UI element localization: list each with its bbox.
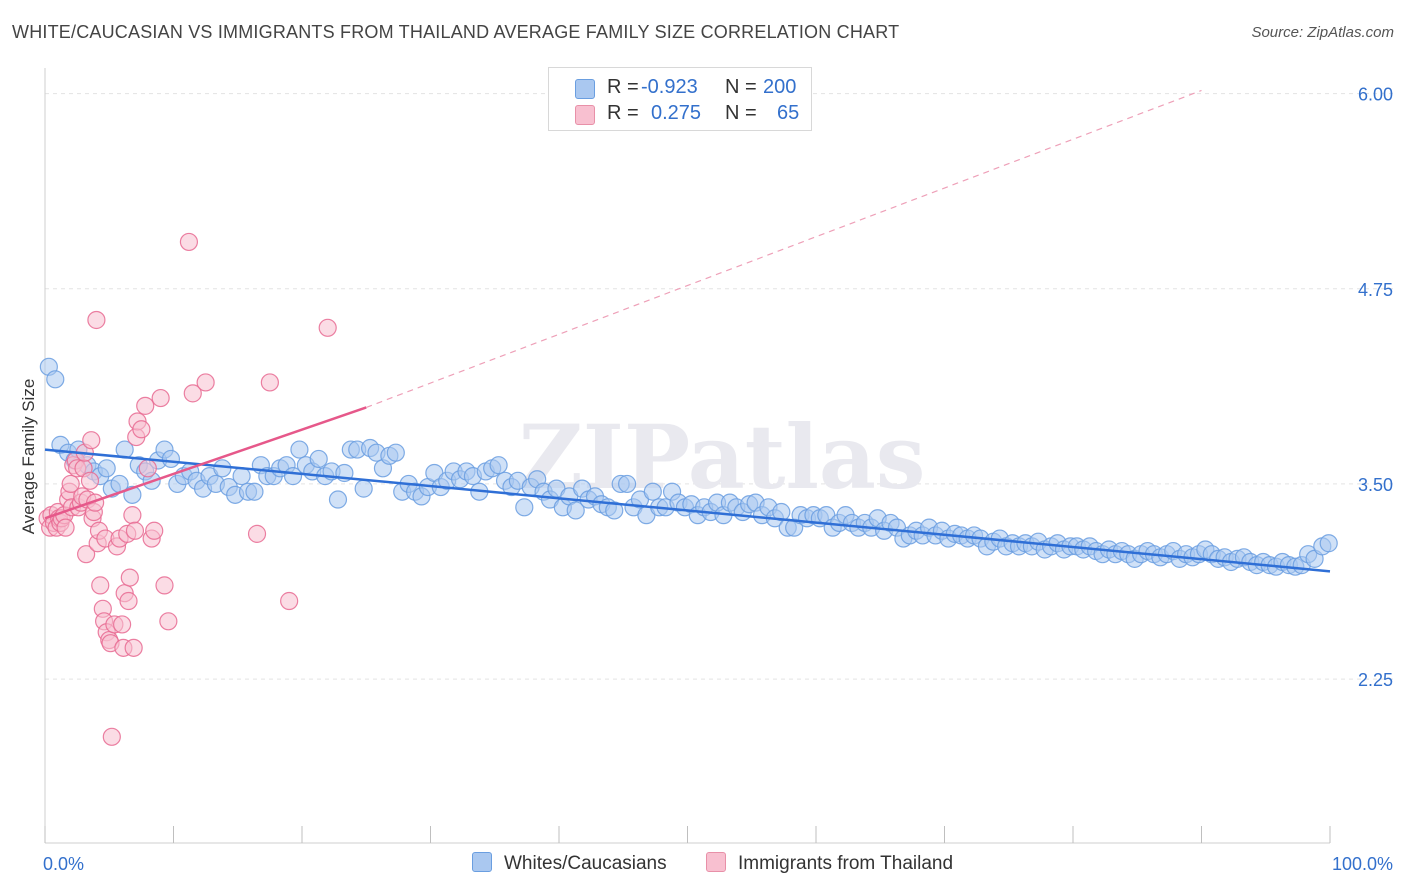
point-whites — [245, 482, 264, 501]
point-thailand — [155, 576, 174, 595]
point-thailand — [56, 518, 75, 537]
point-whites — [386, 443, 405, 462]
bottom-legend-whites: Whites/Caucasians — [472, 852, 667, 875]
point-whites — [354, 479, 373, 498]
point-whites — [605, 501, 624, 520]
point-thailand — [136, 396, 155, 415]
point-whites — [618, 474, 637, 494]
point-whites — [290, 440, 309, 459]
point-thailand — [145, 521, 164, 540]
point-whites — [1319, 534, 1338, 553]
bottom-legend-swatch-thailand — [706, 852, 726, 872]
point-thailand — [247, 524, 267, 543]
bottom-legend-label-thailand: Immigrants from Thailand — [738, 853, 954, 874]
point-whites — [213, 459, 232, 478]
y-tick-label: 3.50 — [1358, 475, 1393, 495]
x-tick-label: 100.0% — [1332, 854, 1393, 874]
stats-legend: R = -0.923 N = 200 R = 0.275 N = 65 — [548, 67, 812, 131]
legend-n-label: N = — [725, 76, 757, 98]
point-thailand — [125, 521, 145, 540]
legend-swatch-whites — [575, 79, 595, 99]
y-tick-label: 6.00 — [1358, 85, 1393, 105]
point-thailand — [102, 727, 121, 746]
point-thailand — [280, 591, 299, 611]
legend-n-value: 200 — [763, 76, 797, 98]
point-thailand — [124, 638, 143, 657]
source-label: Source: ZipAtlas.com — [1251, 24, 1394, 41]
point-whites — [232, 467, 251, 486]
legend-row-thailand: R = 0.275 N = 65 — [549, 101, 811, 127]
legend-r-value: 0.275 — [651, 102, 702, 124]
point-thailand — [82, 431, 101, 450]
point-thailand — [196, 373, 215, 392]
legend-row-whites: R = -0.923 N = 200 — [549, 75, 811, 101]
point-whites — [643, 482, 662, 501]
point-thailand — [138, 459, 157, 478]
point-thailand — [77, 545, 96, 564]
point-thailand — [132, 420, 151, 439]
point-thailand — [120, 568, 139, 587]
point-thailand — [183, 384, 202, 403]
point-thailand — [260, 373, 279, 392]
legend-r-value: -0.923 — [641, 76, 698, 98]
bottom-legend-label-whites: Whites/Caucasians — [504, 853, 667, 874]
point-whites — [97, 459, 116, 478]
point-whites — [309, 449, 328, 469]
point-whites — [161, 449, 181, 469]
legend-n-value: 65 — [777, 102, 800, 124]
trend-line-thailand-extension — [366, 89, 1202, 408]
chart-title: WHITE/CAUCASIAN VS IMMIGRANTS FROM THAIL… — [12, 22, 900, 42]
point-thailand — [123, 506, 142, 525]
legend-r-label: R = — [607, 102, 639, 124]
point-thailand — [159, 612, 178, 631]
y-tick-label: 2.25 — [1358, 670, 1393, 690]
point-whites — [515, 498, 534, 517]
point-thailand — [91, 576, 110, 595]
y-axis-label: Average Family Size — [19, 379, 38, 535]
y-tick-label: 4.75 — [1358, 280, 1393, 300]
point-whites — [328, 490, 348, 509]
bottom-legend-thailand: Immigrants from Thailand — [706, 852, 953, 875]
point-thailand — [61, 474, 80, 494]
point-thailand — [318, 318, 337, 337]
legend-r-label: R = — [607, 76, 639, 98]
legend-swatch-thailand — [575, 105, 595, 125]
trend-line-thailand — [44, 406, 367, 520]
x-tick-label: 0.0% — [43, 854, 84, 874]
bottom-legend-swatch-whites — [472, 852, 492, 872]
point-whites — [566, 501, 585, 520]
point-thailand — [119, 591, 138, 611]
point-thailand — [112, 615, 132, 634]
point-thailand — [87, 310, 106, 330]
point-whites — [489, 456, 508, 475]
point-thailand — [151, 388, 170, 408]
point-thailand — [179, 232, 199, 252]
legend-n-label: N = — [725, 102, 757, 124]
point-whites — [46, 370, 65, 389]
trend-line-whites — [44, 448, 1331, 573]
point-thailand — [80, 471, 100, 490]
